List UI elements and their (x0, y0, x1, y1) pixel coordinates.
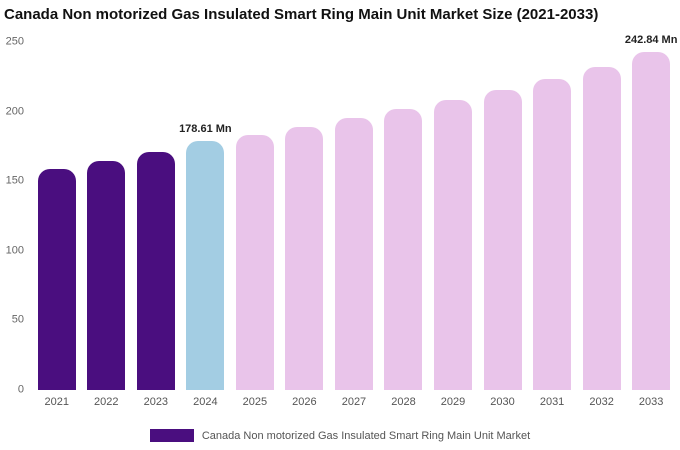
bar-2027 (334, 118, 373, 390)
y-axis-tick-label: 0 (17, 383, 24, 396)
x-axis-tick-label: 2030 (490, 396, 515, 408)
bar-2029 (434, 99, 473, 390)
x-axis-tick-label: 2033 (638, 396, 664, 408)
x-axis-tick-label: 2022 (94, 396, 119, 408)
bar-value-label: 178.61 Mn (179, 123, 232, 136)
bar-slot: 242.84 Mn (625, 34, 677, 390)
bar-slot (379, 42, 429, 390)
bar-slot (131, 42, 181, 390)
y-axis: 0 50 100 150 200 250 (0, 36, 26, 395)
x-axis-tick-label: 2028 (391, 396, 416, 408)
bar-value-label: 242.84 Mn (624, 33, 678, 46)
bar-2021 (37, 169, 76, 390)
bar-2030 (483, 89, 522, 390)
x-axis-tick-label: 2027 (341, 396, 367, 408)
bar-2023 (136, 152, 175, 390)
plot-area: 178.61 Mn 242.84 Mn (32, 34, 677, 390)
x-axis: 2021 2022 2023 2024 2025 2026 2027 2028 2029 2030… (32, 396, 676, 412)
bar-slot (230, 42, 280, 390)
x-axis-tick-label: 2032 (589, 396, 614, 408)
bar-slot (32, 42, 82, 390)
bar-2022 (87, 161, 126, 390)
bar-slot (478, 42, 528, 390)
x-axis-tick-label: 2024 (193, 396, 218, 408)
bar-slot (428, 42, 478, 390)
y-axis-tick-label: 250 (5, 35, 24, 48)
bar-slot (280, 42, 330, 390)
y-axis-tick-label: 200 (5, 105, 24, 118)
bar-slot (577, 42, 627, 390)
bar-slot: 178.61 Mn (179, 42, 232, 390)
legend-swatch (149, 429, 194, 442)
legend-label: Canada Non motorized Gas Insulated Smart… (201, 429, 531, 442)
legend: Canada Non motorized Gas Insulated Smart… (0, 429, 680, 442)
bar-2028 (384, 109, 423, 390)
x-axis-tick-label: 2029 (440, 396, 466, 408)
bar-2032 (582, 67, 621, 390)
bar-2031 (533, 78, 572, 390)
y-axis-tick-label: 100 (5, 244, 24, 257)
bar-slot (527, 42, 577, 390)
x-axis-tick-label: 2026 (292, 396, 317, 408)
bar-slot (82, 42, 132, 390)
y-axis-tick-label: 50 (11, 313, 24, 326)
bar-2024 (186, 141, 225, 390)
bar-2026 (285, 126, 324, 390)
bar-2033 (632, 51, 671, 390)
chart-title: Canada Non motorized Gas Insulated Smart… (4, 6, 599, 23)
y-axis-tick-label: 150 (5, 174, 24, 187)
bar-slot (329, 42, 379, 390)
x-axis-tick-label: 2025 (242, 396, 268, 408)
x-axis-tick-label: 2021 (44, 396, 69, 408)
x-axis-tick-label: 2031 (539, 396, 565, 408)
bar-2025 (235, 134, 274, 390)
x-axis-tick-label: 2023 (143, 396, 169, 408)
